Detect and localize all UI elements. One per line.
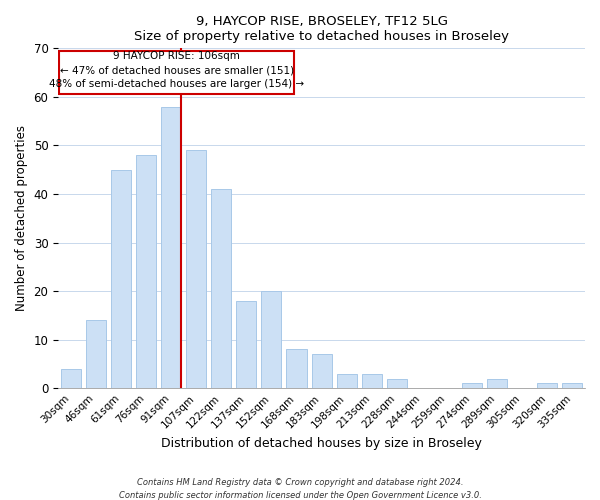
Y-axis label: Number of detached properties: Number of detached properties [15, 126, 28, 312]
Text: 9 HAYCOP RISE: 106sqm
← 47% of detached houses are smaller (151)
48% of semi-det: 9 HAYCOP RISE: 106sqm ← 47% of detached … [49, 51, 304, 89]
Polygon shape [59, 51, 294, 94]
Bar [236, 301, 256, 388]
Bar [111, 170, 131, 388]
Bar [136, 155, 156, 388]
Bar [562, 384, 583, 388]
Bar [462, 384, 482, 388]
Bar [211, 189, 231, 388]
Text: Contains HM Land Registry data © Crown copyright and database right 2024.
Contai: Contains HM Land Registry data © Crown c… [119, 478, 481, 500]
Bar [61, 369, 81, 388]
Bar [86, 320, 106, 388]
Bar [186, 150, 206, 388]
Bar [337, 374, 356, 388]
Bar [362, 374, 382, 388]
Bar [262, 291, 281, 388]
Bar [487, 378, 507, 388]
Bar [538, 384, 557, 388]
Bar [161, 106, 181, 388]
Bar [311, 354, 332, 388]
Title: 9, HAYCOP RISE, BROSELEY, TF12 5LG
Size of property relative to detached houses : 9, HAYCOP RISE, BROSELEY, TF12 5LG Size … [134, 15, 509, 43]
Bar [387, 378, 407, 388]
X-axis label: Distribution of detached houses by size in Broseley: Distribution of detached houses by size … [161, 437, 482, 450]
Bar [286, 350, 307, 389]
